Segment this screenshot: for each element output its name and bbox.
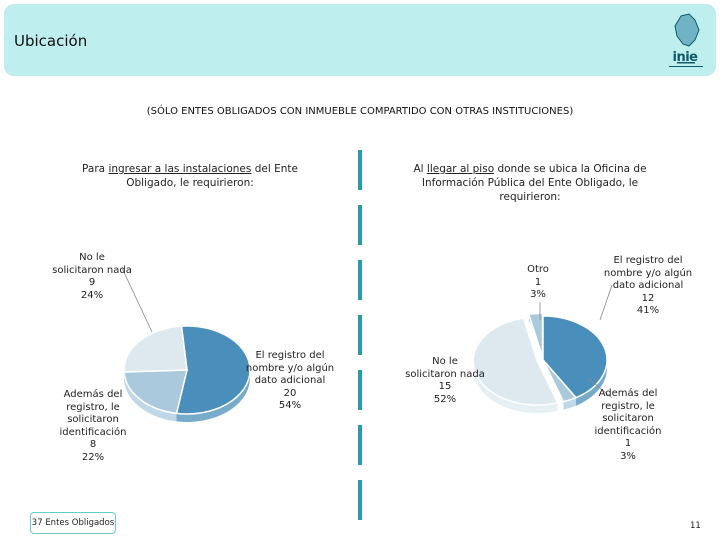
logo-wordmark: inie (672, 50, 698, 65)
left-slice-id-label: Además del registro, le solicitaron iden… (59, 389, 127, 463)
leader-line (587, 377, 613, 399)
right-slice-none-label: No le solicitaron nada 15 52% (405, 356, 485, 405)
right-slice-registro-label: El registro del nombre y/o algún dato ad… (603, 255, 693, 316)
vertical-divider (358, 150, 362, 520)
leader-line (121, 267, 153, 333)
pie-slice-side (563, 397, 576, 410)
right-slice-id-label: Además del registro, le solicitaron iden… (594, 388, 662, 462)
pie-slice-side (124, 371, 177, 422)
pie-slice (123, 325, 188, 373)
pie-slice (175, 325, 251, 415)
leader-line (599, 284, 613, 321)
pie-slice (542, 359, 578, 403)
left-slice-registro-label: El registro del nombre y/o algún dato ad… (245, 350, 335, 411)
page-title: Ubicación (14, 32, 88, 50)
pie-slice (123, 369, 188, 415)
pie-slice (527, 312, 544, 358)
entity-count-badge: 37 Entes Obligados (30, 512, 116, 534)
institution-logo: inie (655, 10, 715, 74)
chart-subtitle: (SÓLO ENTES OBLIGADOS CON INMUEBLE COMPA… (146, 106, 574, 117)
pie-slice (472, 317, 559, 406)
city-map-icon (669, 13, 703, 67)
right-slice-otro-label: Otro 1 3% (527, 264, 549, 300)
header-bar (4, 4, 716, 76)
right-chart-title: Al llegar al piso donde se ubica la Ofic… (413, 163, 647, 203)
page-number: 11 (690, 521, 701, 531)
left-chart-title: Para ingresar a las instalaciones del En… (82, 163, 298, 189)
left-slice-none-label: No le solicitaron nada 9 24% (52, 252, 132, 301)
